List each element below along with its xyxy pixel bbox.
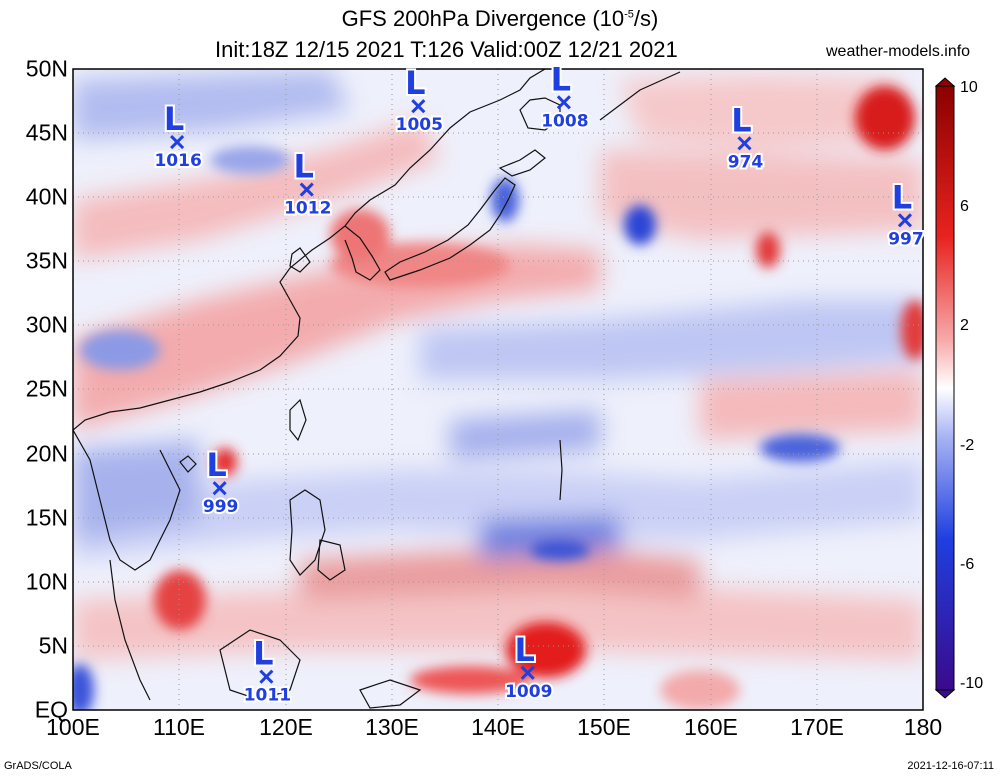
site-credit: weather-models.info	[826, 43, 971, 60]
lon-label: 110E	[152, 714, 206, 740]
coastlines	[73, 69, 681, 709]
low-pressure-value: 1016	[154, 151, 201, 171]
lon-label: 170E	[790, 714, 844, 740]
lat-label: 10N	[25, 568, 68, 595]
footer-left: GrADS/COLA	[4, 760, 72, 772]
colorbar-label: 2	[960, 317, 969, 334]
low-marker: L 1009	[503, 629, 554, 704]
lon-label: 140E	[471, 714, 525, 740]
lat-label: 20N	[25, 440, 68, 467]
low-pressure-value: 1012	[284, 199, 331, 219]
low-letter: L	[731, 101, 751, 139]
low-center-icon	[411, 99, 426, 114]
plot-frame	[72, 68, 924, 711]
low-letter: L	[515, 631, 535, 669]
colorbar-label: 10	[960, 79, 978, 96]
low-pressure-value: 1009	[505, 682, 552, 702]
footer-right: 2021-12-16-07:11	[907, 760, 994, 772]
low-center-icon	[259, 669, 274, 684]
low-marker: L 1008	[539, 58, 590, 133]
divergence-field	[73, 69, 923, 710]
low-pressure-value: 997	[888, 229, 924, 249]
lat-label: 15N	[25, 504, 68, 531]
low-pressure-value: 974	[728, 152, 764, 172]
low-marker: L 1012	[282, 146, 333, 221]
low-pressure-value: 999	[203, 497, 239, 517]
low-marker: L 997	[886, 176, 926, 251]
chart-title: GFS 200hPa Divergence (10-5/s)	[341, 6, 659, 31]
low-pressure-value: 1011	[244, 686, 291, 706]
low-center-icon	[520, 665, 535, 680]
low-marker: L 999	[201, 444, 241, 519]
low-marker: L 974	[726, 99, 766, 174]
low-letter: L	[892, 178, 912, 216]
colorbar-label: -2	[960, 437, 975, 454]
low-letter: L	[253, 635, 273, 673]
low-center-icon	[737, 136, 752, 151]
low-letter: L	[405, 64, 425, 102]
low-letter: L	[551, 60, 571, 98]
lat-lon-grid	[73, 69, 923, 710]
low-pressure-value: 1005	[396, 115, 443, 135]
lat-label: 25N	[25, 375, 68, 402]
colorbar-label: -10	[960, 675, 984, 692]
low-pressure-markers: L 1016 L 1012 L 1005 L 1008 L 974 L 997 L 999 L 1011 L 10…	[152, 58, 926, 708]
low-marker: L 1005	[394, 62, 445, 137]
low-center-icon	[556, 95, 571, 110]
lat-label: 45N	[25, 119, 68, 146]
colorbar-label: 6	[960, 198, 969, 215]
low-center-icon	[897, 213, 912, 228]
low-center-icon	[170, 135, 185, 150]
lon-label: 130E	[365, 714, 419, 740]
colorbar-label: -6	[960, 556, 975, 573]
low-center-icon	[212, 481, 227, 496]
lon-label: 160E	[684, 714, 738, 740]
lat-label: 40N	[25, 183, 68, 210]
lon-label: 180	[903, 714, 943, 740]
lat-label: 50N	[25, 55, 68, 82]
low-marker: L 1016	[152, 98, 203, 173]
lat-label: EQ	[34, 696, 68, 723]
low-letter: L	[164, 100, 184, 138]
low-letter: L	[294, 148, 314, 186]
lon-label: 120E	[259, 714, 313, 740]
lat-label: 5N	[38, 632, 68, 659]
lon-label: 100E	[46, 714, 100, 740]
low-letter: L	[206, 446, 226, 484]
chart-subtitle: Init:18Z 12/15 2021 T:126 Valid:00Z 12/2…	[215, 37, 678, 62]
low-pressure-value: 1008	[541, 111, 588, 131]
lat-label: 35N	[25, 247, 68, 274]
low-marker: L 1011	[242, 633, 293, 708]
lon-label: 150E	[577, 714, 631, 740]
colorbar	[934, 77, 956, 699]
lat-label: 30N	[25, 311, 68, 338]
low-center-icon	[299, 182, 314, 197]
